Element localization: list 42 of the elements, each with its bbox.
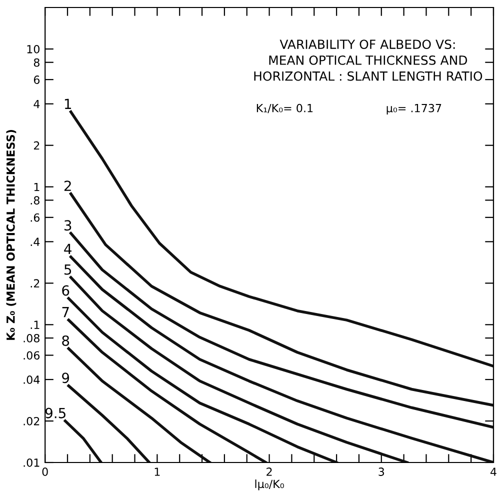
x-axis-title: lμ₀/K₀ (255, 480, 284, 490)
line-series (67, 347, 212, 462)
y-tick-label: 2 (34, 141, 40, 150)
series-label: 1 (64, 98, 71, 109)
y-tick-label: 8 (34, 58, 40, 67)
y-tick-label: .8 (30, 196, 40, 205)
y-axis-title: K₀ Z₀ (MEAN OPTICAL THICKNESS) (6, 130, 16, 340)
line-series (69, 276, 409, 462)
series-label: 3 (64, 220, 72, 231)
y-tick-label: .6 (30, 213, 40, 222)
series-label: 7 (62, 307, 69, 318)
series-label: 9.5 (45, 408, 66, 418)
series-label: 2 (64, 180, 71, 191)
text: VARIABILITY OF ALBEDO VS: MEAN OPTICAL THICKNESS AND HORIZONTAL : SLANT LENGTH RATIO (254, 40, 482, 81)
annotation: K₁/K₀= 0.1 (256, 104, 313, 114)
y-tick-label: 4 (34, 100, 40, 108)
y-tick-label: .1 (30, 320, 40, 329)
y-tick-label: 10 (27, 44, 40, 54)
x-tick-label: 2 (266, 468, 272, 476)
x-tick-label: 4 (490, 468, 496, 476)
y-tick-label: .08 (24, 334, 40, 342)
x-tick-label: 0 (42, 468, 48, 476)
y-tick-label: .06 (24, 351, 40, 360)
y-tick-label: 6 (34, 76, 40, 84)
y-tick-label: .04 (24, 375, 40, 384)
line-series (67, 384, 151, 462)
line-series (67, 318, 268, 462)
y-tick-label: .02 (24, 416, 40, 426)
series-label: 6 (62, 285, 70, 296)
x-tick-label: 1 (154, 468, 160, 476)
series-label: 8 (62, 335, 70, 346)
y-tick-label: .01 (24, 458, 40, 467)
series-label: 5 (64, 264, 72, 275)
y-tick-label: .2 (30, 279, 40, 288)
line-series (67, 297, 338, 462)
series-label: 9 (62, 372, 70, 384)
annotation: μ₀= .1737 (386, 104, 442, 114)
line-series (69, 256, 494, 462)
x-tick-label: 3 (378, 468, 384, 476)
series-label: 4 (64, 244, 72, 254)
y-tick-label: .4 (30, 238, 40, 246)
y-tick-label: 1 (34, 182, 40, 192)
